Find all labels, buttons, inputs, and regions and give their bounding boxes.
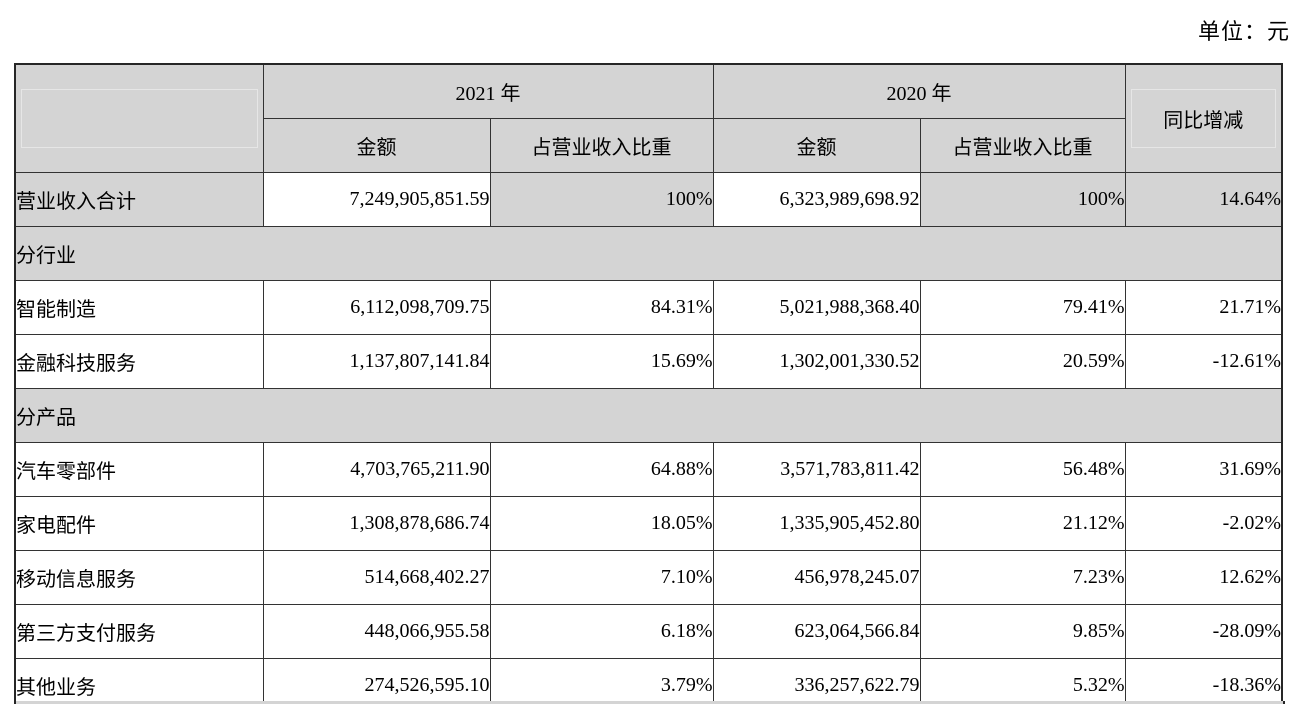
amount-2021-cell: 1,137,807,141.84 [262, 334, 491, 389]
table-row-appliance-parts: 家电配件 1,308,878,686.74 18.05% 1,335,905,4… [14, 496, 1283, 551]
yoy-cell: 31.69% [1124, 442, 1283, 497]
table-row-mobile-info-services: 移动信息服务 514,668,402.27 7.10% 456,978,245.… [14, 550, 1283, 605]
share-2020-cell: 21.12% [919, 496, 1126, 551]
yoy-cell: 12.62% [1124, 550, 1283, 605]
amount-2020-cell: 336,257,622.79 [712, 658, 921, 704]
share-2020-cell: 20.59% [919, 334, 1126, 389]
yoy-cell: -18.36% [1124, 658, 1283, 704]
section-label: 分产品 [14, 388, 1283, 443]
share-2021-cell: 3.79% [489, 658, 714, 704]
section-label: 分行业 [14, 226, 1283, 281]
amount-2020-cell: 6,323,989,698.92 [712, 172, 921, 227]
amount-2020-cell: 623,064,566.84 [712, 604, 921, 659]
share-2021-cell: 100% [489, 172, 714, 227]
yoy-cell: -12.61% [1124, 334, 1283, 389]
table-row-other-business: 其他业务 274,526,595.10 3.79% 336,257,622.79… [14, 658, 1283, 704]
share-2021-cell: 64.88% [489, 442, 714, 497]
row-label: 第三方支付服务 [14, 604, 264, 659]
table-row-total-revenue: 营业收入合计 7,249,905,851.59 100% 6,323,989,6… [14, 172, 1283, 227]
corner-cell [14, 63, 264, 173]
amount-2021-cell: 514,668,402.27 [262, 550, 491, 605]
header-year-2021: 2021 年 [262, 63, 714, 119]
header-amount-2020: 金额 [712, 118, 921, 173]
row-label: 其他业务 [14, 658, 264, 704]
share-2020-cell: 79.41% [919, 280, 1126, 335]
row-label: 营业收入合计 [14, 172, 264, 227]
header-share-2020: 占营业收入比重 [919, 118, 1126, 173]
share-2021-cell: 84.31% [489, 280, 714, 335]
row-label: 家电配件 [14, 496, 264, 551]
merged-cell-artifact [21, 89, 258, 148]
yoy-cell: 21.71% [1124, 280, 1283, 335]
row-label: 金融科技服务 [14, 334, 264, 389]
share-2021-cell: 6.18% [489, 604, 714, 659]
revenue-breakdown-table: 2021 年 2020 年 同比增减 金额 占营业收入比重 金额 占营业收入比重… [14, 63, 1283, 704]
share-2020-cell: 100% [919, 172, 1126, 227]
table-row-fintech-services: 金融科技服务 1,137,807,141.84 15.69% 1,302,001… [14, 334, 1283, 389]
amount-2020-cell: 5,021,988,368.40 [712, 280, 921, 335]
amount-2020-cell: 3,571,783,811.42 [712, 442, 921, 497]
amount-2020-cell: 1,335,905,452.80 [712, 496, 921, 551]
header-row-years: 2021 年 2020 年 同比增减 [14, 63, 1283, 173]
amount-2021-cell: 7,249,905,851.59 [262, 172, 491, 227]
unit-label: 单位：元 [1197, 19, 1290, 44]
header-share-2021: 占营业收入比重 [489, 118, 714, 173]
share-2021-cell: 15.69% [489, 334, 714, 389]
amount-2021-cell: 448,066,955.58 [262, 604, 491, 659]
share-2020-cell: 56.48% [919, 442, 1126, 497]
share-2021-cell: 7.10% [489, 550, 714, 605]
table-row-smart-manufacturing: 智能制造 6,112,098,709.75 84.31% 5,021,988,3… [14, 280, 1283, 335]
header-yoy-label: 同比增减 [1163, 110, 1244, 132]
header-year-2020: 2020 年 [712, 63, 1126, 119]
share-2021-cell: 18.05% [489, 496, 714, 551]
amount-2021-cell: 274,526,595.10 [262, 658, 491, 704]
yoy-cell: -28.09% [1124, 604, 1283, 659]
table-row-auto-parts: 汽车零部件 4,703,765,211.90 64.88% 3,571,783,… [14, 442, 1283, 497]
row-label: 汽车零部件 [14, 442, 264, 497]
amount-2020-cell: 456,978,245.07 [712, 550, 921, 605]
amount-2021-cell: 1,308,878,686.74 [262, 496, 491, 551]
amount-2021-cell: 6,112,098,709.75 [262, 280, 491, 335]
section-row-by-industry: 分行业 [14, 226, 1283, 281]
header-amount-2021: 金额 [262, 118, 491, 173]
table-row-third-party-payment: 第三方支付服务 448,066,955.58 6.18% 623,064,566… [14, 604, 1283, 659]
share-2020-cell: 9.85% [919, 604, 1126, 659]
amount-2021-cell: 4,703,765,211.90 [262, 442, 491, 497]
header-yoy: 同比增减 [1124, 63, 1283, 173]
yoy-cell: -2.02% [1124, 496, 1283, 551]
yoy-cell: 14.64% [1124, 172, 1283, 227]
clipped-next-table-row [14, 701, 1285, 704]
share-2020-cell: 7.23% [919, 550, 1126, 605]
section-row-by-product: 分产品 [14, 388, 1283, 443]
header-row-metrics: 金额 占营业收入比重 金额 占营业收入比重 [15, 118, 1282, 173]
amount-2020-cell: 1,302,001,330.52 [712, 334, 921, 389]
share-2020-cell: 5.32% [919, 658, 1126, 704]
row-label: 移动信息服务 [14, 550, 264, 605]
row-label: 智能制造 [14, 280, 264, 335]
